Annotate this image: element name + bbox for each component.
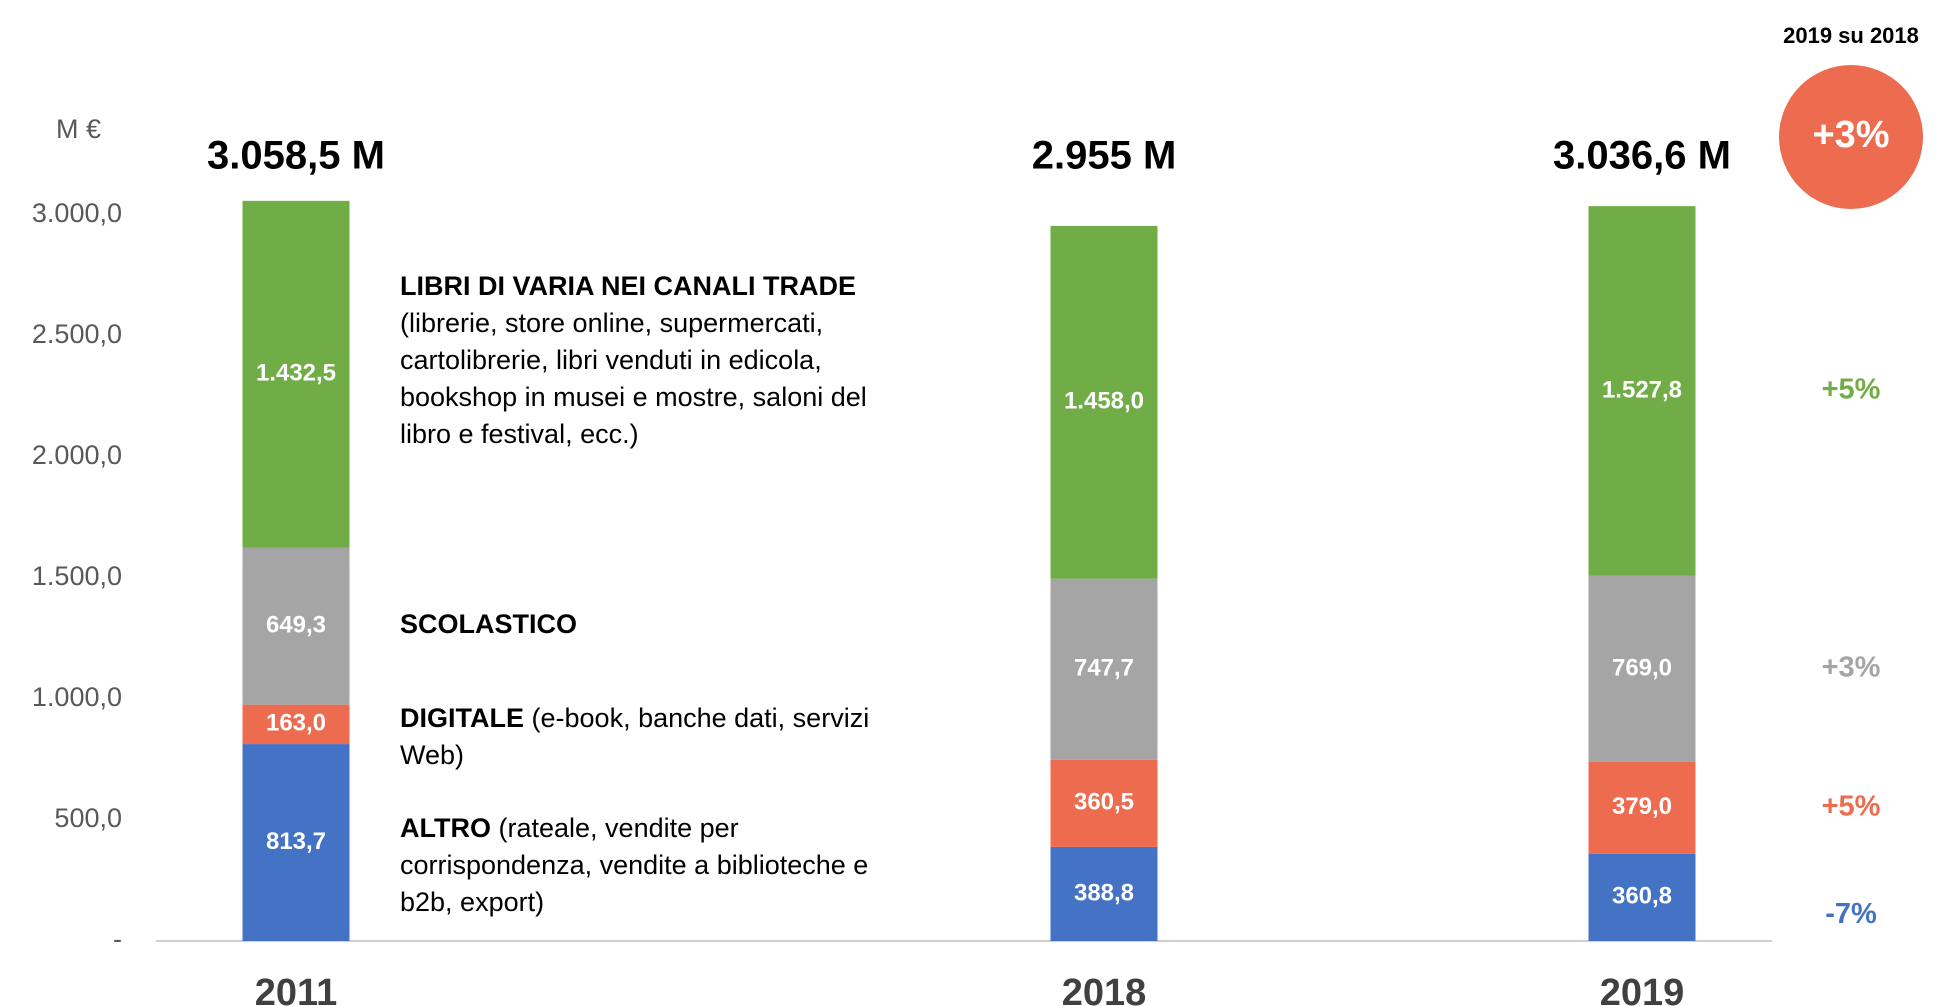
value-label: 813,7 (266, 828, 326, 855)
bar-segment (1588, 853, 1696, 941)
legend-entry: SCOLASTICO (400, 606, 870, 643)
bar-segment (1050, 846, 1158, 941)
bar-segment (1588, 575, 1696, 762)
value-label: 379,0 (1612, 793, 1672, 820)
total-change-badge (1779, 65, 1923, 209)
y-tick-label: 500,0 (54, 803, 122, 833)
legend-entry: ALTRO (rateale, vendite per corrisponden… (400, 810, 870, 921)
y-tick-label: 1.500,0 (32, 561, 122, 591)
bar-segment (1050, 225, 1158, 579)
bar-segment (242, 547, 350, 705)
legend-text: DIGITALE (e-book, banche dati, servizi W… (400, 700, 870, 774)
legend-description: (rateale, vendite per corrispondenza, ve… (400, 813, 869, 917)
legend-text: LIBRI DI VARIA NEI CANALI TRADE (libreri… (400, 268, 870, 453)
value-label: 1.527,8 (1602, 376, 1682, 403)
y-tick-label: 2.000,0 (32, 440, 122, 470)
legend-description: (librerie, store online, supermercati, c… (400, 308, 867, 449)
x-tick-label: 2018 (1062, 972, 1147, 1006)
legend-name: SCOLASTICO (400, 609, 578, 639)
bar-segment (242, 704, 350, 745)
total-change-label: +3% (1812, 114, 1889, 156)
bar-segment (1588, 761, 1696, 854)
legend-description: (e-book, banche dati, servizi Web) (400, 703, 870, 770)
value-label: 769,0 (1612, 654, 1672, 681)
legend-text: SCOLASTICO (400, 606, 870, 643)
legend-text: ALTRO (rateale, vendite per corrisponden… (400, 810, 870, 921)
change-label: +3% (1822, 652, 1881, 684)
value-label: 747,7 (1074, 655, 1134, 682)
y-tick-label: 3.000,0 (32, 198, 122, 228)
change-label: -7% (1825, 898, 1877, 930)
y-tick-label: 1.000,0 (32, 682, 122, 712)
bar-segment (1588, 206, 1696, 576)
change-label: +5% (1822, 374, 1881, 406)
legend-entry: DIGITALE (e-book, banche dati, servizi W… (400, 700, 870, 774)
x-tick-label: 2011 (255, 972, 337, 1006)
y-tick-label: - (113, 924, 122, 954)
change-header: 2019 su 2018 (1783, 23, 1919, 48)
total-label: 2.955 M (1032, 134, 1177, 178)
value-label: 360,8 (1612, 883, 1672, 910)
bar-segment (1050, 578, 1158, 760)
x-tick-label: 2019 (1600, 972, 1685, 1006)
bar-segment (1050, 759, 1158, 847)
legend-name: ALTRO (400, 813, 491, 843)
bar-segment (242, 200, 350, 548)
y-axis-label: M € (56, 114, 101, 144)
total-label: 3.058,5 M (207, 134, 385, 178)
change-label: +5% (1822, 790, 1881, 822)
y-tick-label: 2.500,0 (32, 319, 122, 349)
value-label: 360,5 (1074, 789, 1134, 816)
value-label: 649,3 (266, 611, 326, 638)
value-label: 163,0 (266, 710, 326, 737)
legend-entry: LIBRI DI VARIA NEI CANALI TRADE (libreri… (400, 268, 870, 453)
value-label: 388,8 (1074, 879, 1134, 906)
legend-name: DIGITALE (400, 703, 524, 733)
value-label: 1.432,5 (256, 360, 336, 387)
value-label: 1.458,0 (1064, 388, 1144, 415)
bar-segment (242, 744, 350, 941)
legend-name: LIBRI DI VARIA NEI CANALI TRADE (400, 271, 856, 301)
total-label: 3.036,6 M (1553, 134, 1731, 178)
